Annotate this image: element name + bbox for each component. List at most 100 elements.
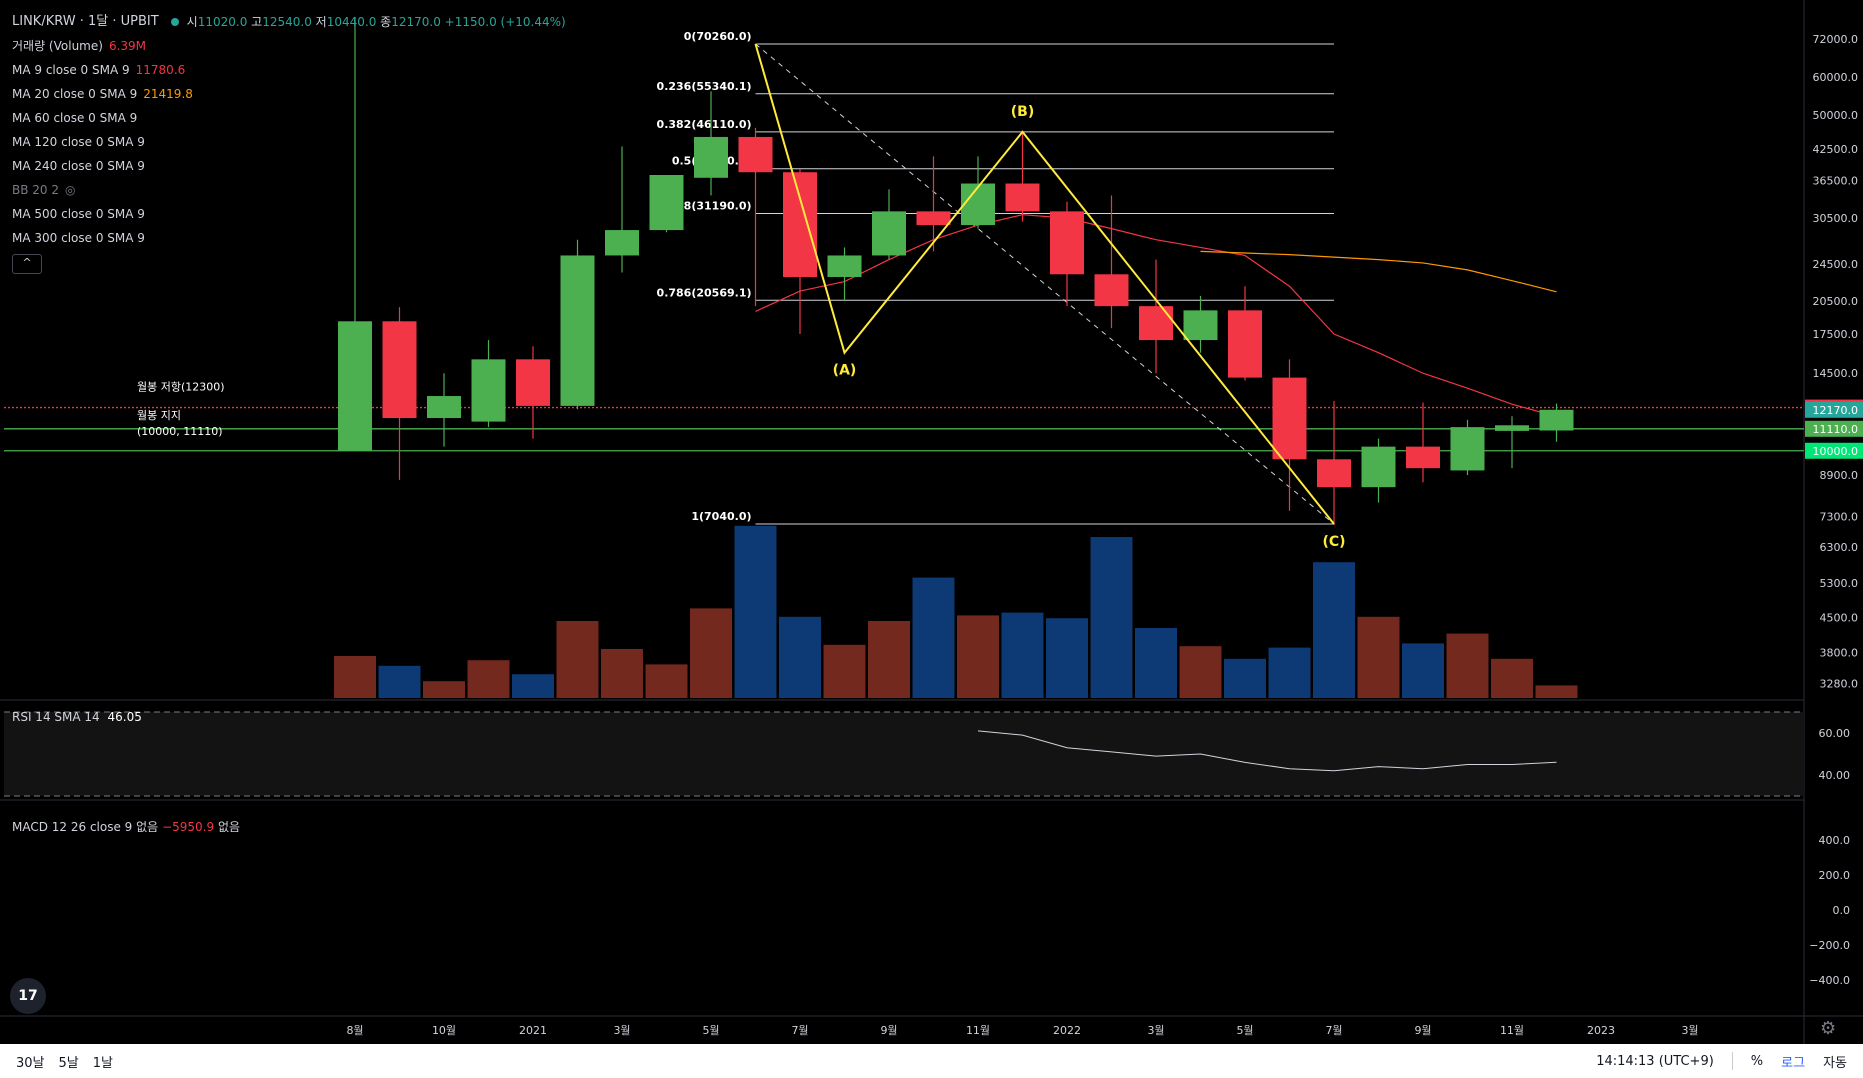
chart-legend: LINK/KRW · 1달 · UPBIT 시11020.0 고12540.0 … — [12, 10, 566, 274]
eye-hidden-icon[interactable]: ◎ — [65, 183, 76, 197]
ohlc-values: 시11020.0 고12540.0 저10440.0 종12170.0 +115… — [186, 15, 566, 29]
candle-body — [1361, 446, 1396, 488]
candle-body — [516, 359, 550, 406]
indicator-row[interactable]: MA 9 close 0 SMA 9 11780.6 — [12, 58, 566, 82]
volume-bar — [1224, 658, 1266, 698]
time-axis-label: 5월 — [702, 1024, 719, 1037]
candle-body — [1139, 306, 1173, 341]
candle-body — [605, 230, 639, 256]
price-chart[interactable]: 월봉 저항(12300) 월봉 지지 (10000, 11110) 0(70260.0… — [0, 0, 1863, 1044]
candle-body — [1094, 274, 1129, 307]
indicator-row[interactable]: MA 20 close 0 SMA 9 21419.8 — [12, 82, 566, 106]
volume-bar — [378, 665, 421, 698]
volume-bar — [1001, 612, 1044, 698]
indicator-row[interactable]: MA 500 close 0 SMA 9 — [12, 202, 566, 226]
fib-level-label: 1(7040.0) — [691, 510, 751, 523]
symbol-header[interactable]: LINK/KRW · 1달 · UPBIT 시11020.0 고12540.0 … — [12, 10, 566, 34]
price-badge-label: 12170.0 — [1813, 404, 1859, 417]
candle-body — [471, 359, 506, 422]
indicator-row[interactable]: BB 20 2 ◎ — [12, 178, 566, 202]
time-axis-label: 9월 — [880, 1024, 897, 1037]
indicator-label: 거래량 (Volume) — [12, 39, 103, 53]
candle-body — [738, 136, 773, 173]
price-tick-label: 3280.0 — [1820, 677, 1859, 690]
price-tick-label: 3800.0 — [1820, 647, 1859, 660]
macd-legend[interactable]: MACD 12 26 close 9 없음 −5950.9 없음 — [12, 820, 241, 834]
volume-bar — [601, 649, 643, 698]
time-axis-label: 2023 — [1587, 1024, 1615, 1037]
indicator-label: MA 300 close 0 SMA 9 — [12, 231, 145, 245]
support-sublabel: (10000, 11110) — [137, 425, 223, 438]
volume-bar — [1357, 616, 1400, 698]
candle-body — [382, 321, 417, 419]
indicator-row[interactable]: MA 60 close 0 SMA 9 — [12, 106, 566, 130]
chart-background — [0, 0, 1863, 1044]
time-axis-label: 5월 — [1236, 1024, 1253, 1037]
indicator-label: MA 9 close 0 SMA 9 — [12, 63, 130, 77]
price-tick-label: 6300.0 — [1820, 541, 1859, 554]
indicator-value: 21419.8 — [143, 87, 193, 101]
price-tick-label: 4500.0 — [1820, 611, 1859, 624]
candle-body — [872, 211, 906, 256]
price-badge — [1805, 420, 1863, 437]
abc-point-label: (C) — [1322, 534, 1345, 550]
percent-toggle[interactable]: % — [1750, 1053, 1764, 1069]
indicator-value: 6.39M — [108, 39, 147, 53]
candle-body — [649, 174, 684, 231]
indicator-label: MA 240 close 0 SMA 9 — [12, 159, 145, 173]
collapse-legend-button[interactable]: ^ — [12, 254, 42, 274]
macd-tick-label: −200.0 — [1809, 939, 1850, 952]
bottom-toolbar: 30날 5날 1날 14:14:13 (UTC+9) % 로그 자동 — [0, 1044, 1863, 1078]
time-axis-label: 3월 — [1681, 1024, 1698, 1037]
range-button[interactable]: 1날 — [92, 1055, 113, 1071]
volume-bar — [334, 656, 376, 698]
candle-body — [961, 183, 995, 226]
volume-bar — [690, 608, 732, 698]
price-badge — [1805, 442, 1863, 459]
symbol-title[interactable]: LINK/KRW · 1달 · UPBIT — [12, 14, 159, 29]
indicator-row[interactable]: MA 120 close 0 SMA 9 — [12, 130, 566, 154]
gear-icon[interactable]: ⚙ — [1820, 1018, 1837, 1039]
rsi-tick-label: 40.00 — [1819, 769, 1851, 782]
log-toggle[interactable]: 로그 — [1781, 1055, 1806, 1071]
macd-tick-label: 400.0 — [1819, 834, 1851, 847]
candle-body — [1539, 409, 1574, 431]
range-button[interactable]: 30날 — [16, 1055, 45, 1071]
ma20-line — [1200, 250, 1557, 293]
macd-tick-label: 0.0 — [1833, 904, 1851, 917]
auto-toggle[interactable]: 자동 — [1823, 1055, 1847, 1071]
candle-body — [427, 396, 461, 419]
indicator-row[interactable]: MA 240 close 0 SMA 9 — [12, 154, 566, 178]
price-tick-label: 8900.0 — [1820, 469, 1859, 482]
volume-bar — [1090, 537, 1133, 698]
indicator-value: 11780.6 — [135, 63, 186, 77]
candle-body — [1317, 459, 1351, 488]
time-axis-label: 7월 — [1325, 1024, 1342, 1037]
volume-bar — [779, 616, 821, 698]
macd-tick-label: 200.0 — [1819, 869, 1851, 882]
candle-body — [1050, 211, 1084, 275]
resistance-label: 월봉 저항(12300) — [137, 381, 225, 394]
candle-body — [916, 211, 951, 226]
candle-body — [1183, 310, 1218, 341]
price-badge — [1805, 401, 1863, 418]
volume-bar — [512, 674, 554, 698]
price-tick-label: 5300.0 — [1820, 577, 1859, 590]
volume-bar — [467, 660, 510, 698]
volume-bar — [645, 664, 688, 698]
time-axis-label: 9월 — [1414, 1024, 1431, 1037]
tradingview-logo[interactable]: 17 — [10, 978, 46, 1014]
fib-level-label: 0.786(20569.1) — [657, 286, 752, 299]
indicator-row[interactable]: MA 300 close 0 SMA 9 — [12, 226, 566, 250]
rsi-legend[interactable]: RSI 14 SMA 14 46.05 — [12, 710, 142, 724]
time-axis-label: 2022 — [1053, 1024, 1081, 1037]
range-button[interactable]: 5날 — [58, 1055, 79, 1071]
clock[interactable]: 14:14:13 (UTC+9) — [1596, 1053, 1714, 1069]
candle-body — [1450, 427, 1485, 471]
fib-level-label: 0.236(55340.1) — [657, 80, 752, 93]
volume-bar — [1491, 658, 1533, 698]
volume-bar — [1535, 685, 1578, 698]
fib-level-label: 0(70260.0) — [684, 30, 752, 43]
volume-bar — [868, 621, 910, 698]
indicator-row[interactable]: 거래량 (Volume) 6.39M — [12, 34, 566, 58]
